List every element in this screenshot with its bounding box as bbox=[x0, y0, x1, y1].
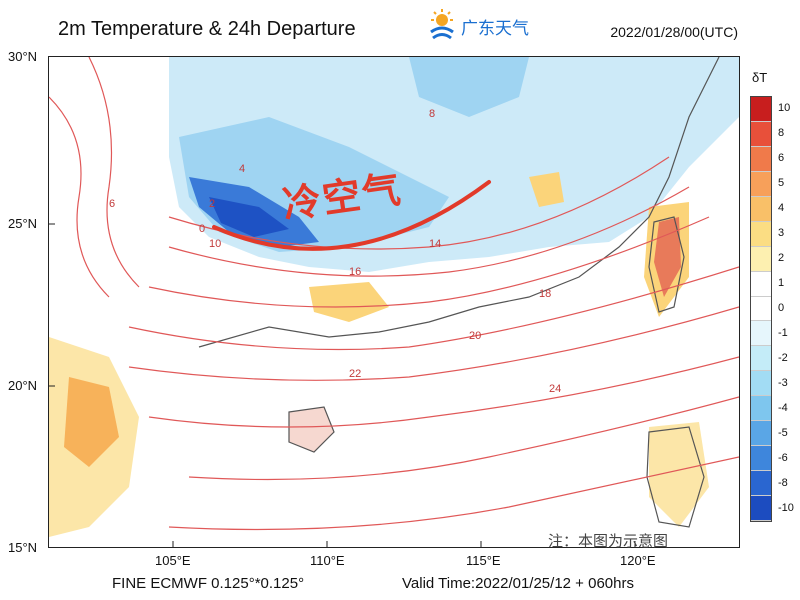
contour-label: 14 bbox=[429, 238, 441, 250]
legend-swatch bbox=[751, 446, 771, 472]
lon-label: 105°E bbox=[155, 553, 191, 568]
legend-swatch bbox=[751, 421, 771, 447]
legend-swatch bbox=[751, 171, 771, 197]
analysis-datetime: 2022/01/28/00(UTC) bbox=[610, 24, 738, 40]
legend-label: -4 bbox=[778, 401, 788, 414]
legend-swatch bbox=[751, 97, 771, 122]
sun-cloud-icon bbox=[430, 9, 454, 40]
contour-label: 2 bbox=[209, 198, 215, 210]
hainan-island bbox=[288, 406, 335, 453]
schematic-note: 注：本图为示意图 bbox=[548, 532, 669, 550]
lon-label: 110°E bbox=[310, 553, 345, 568]
legend-label: -5 bbox=[778, 426, 788, 439]
legend-swatch bbox=[751, 396, 771, 422]
legend-swatch bbox=[751, 321, 771, 347]
legend-swatch bbox=[751, 346, 771, 372]
legend-label: 0 bbox=[778, 302, 785, 314]
guangdong-weather-logo: 广东天气 bbox=[425, 8, 535, 46]
coastline bbox=[198, 57, 720, 348]
taiwan-island bbox=[648, 216, 685, 313]
legend-label: -1 bbox=[778, 326, 788, 339]
legend-swatch bbox=[751, 271, 771, 297]
lat-label: 15°N bbox=[8, 540, 38, 555]
lat-label: 30°N bbox=[8, 49, 38, 64]
legend-label: 6 bbox=[778, 152, 785, 165]
legend-swatch bbox=[751, 221, 771, 247]
valid-time: Valid Time:2022/01/25/12 + 060hrs bbox=[402, 575, 634, 592]
color-legend-bar bbox=[750, 96, 772, 522]
contour-label: 20 bbox=[469, 330, 481, 342]
contour-label: 4 bbox=[239, 163, 245, 175]
lon-label: 120°E bbox=[620, 553, 656, 568]
legend-swatch bbox=[751, 471, 771, 496]
legend-label: -10 bbox=[778, 501, 794, 514]
lat-label: 20°N bbox=[8, 378, 38, 393]
legend-swatch bbox=[751, 496, 771, 521]
contour-label: 0 bbox=[199, 223, 205, 235]
legend-swatch bbox=[751, 196, 771, 222]
legend-swatch bbox=[751, 121, 771, 147]
contour-label: 10 bbox=[209, 238, 221, 250]
legend-label: -6 bbox=[778, 451, 788, 464]
contour-label: 18 bbox=[539, 288, 551, 300]
contour-label: 8 bbox=[429, 108, 435, 120]
legend-label: 3 bbox=[778, 227, 785, 240]
temperature-map: 0 2 4 6 8 10 14 16 18 20 22 24 bbox=[48, 56, 740, 548]
legend-label: 4 bbox=[778, 202, 785, 215]
isotherm-lines bbox=[49, 57, 739, 531]
legend-swatch bbox=[751, 296, 771, 322]
legend-label: -8 bbox=[778, 476, 788, 489]
legend-label: 5 bbox=[778, 177, 785, 190]
legend-swatch bbox=[751, 371, 771, 397]
legend-label: 2 bbox=[778, 252, 785, 265]
model-info: FINE ECMWF 0.125°*0.125° bbox=[112, 575, 305, 592]
cold-air-arrow-arc bbox=[212, 180, 491, 251]
contour-label: 24 bbox=[549, 383, 561, 395]
map-canvas: 0 2 4 6 8 10 14 16 18 20 22 24 bbox=[49, 57, 739, 547]
legend-title: δT bbox=[752, 70, 768, 85]
legend-label: 10 bbox=[778, 102, 791, 115]
legend-swatch bbox=[751, 146, 771, 172]
legend-label: 1 bbox=[778, 277, 785, 290]
legend-swatch bbox=[751, 246, 771, 272]
contour-label: 22 bbox=[349, 368, 361, 380]
lon-label: 115°E bbox=[466, 553, 501, 568]
logo-text: 广东天气 bbox=[461, 19, 529, 39]
contour-label: 6 bbox=[109, 198, 115, 210]
contour-label: 16 bbox=[349, 266, 361, 278]
legend-label: -3 bbox=[778, 376, 788, 389]
chart-title: 2m Temperature & 24h Departure bbox=[58, 18, 356, 40]
legend-label: -2 bbox=[778, 351, 788, 364]
lat-label: 25°N bbox=[8, 216, 38, 231]
legend-label: 8 bbox=[778, 127, 785, 140]
